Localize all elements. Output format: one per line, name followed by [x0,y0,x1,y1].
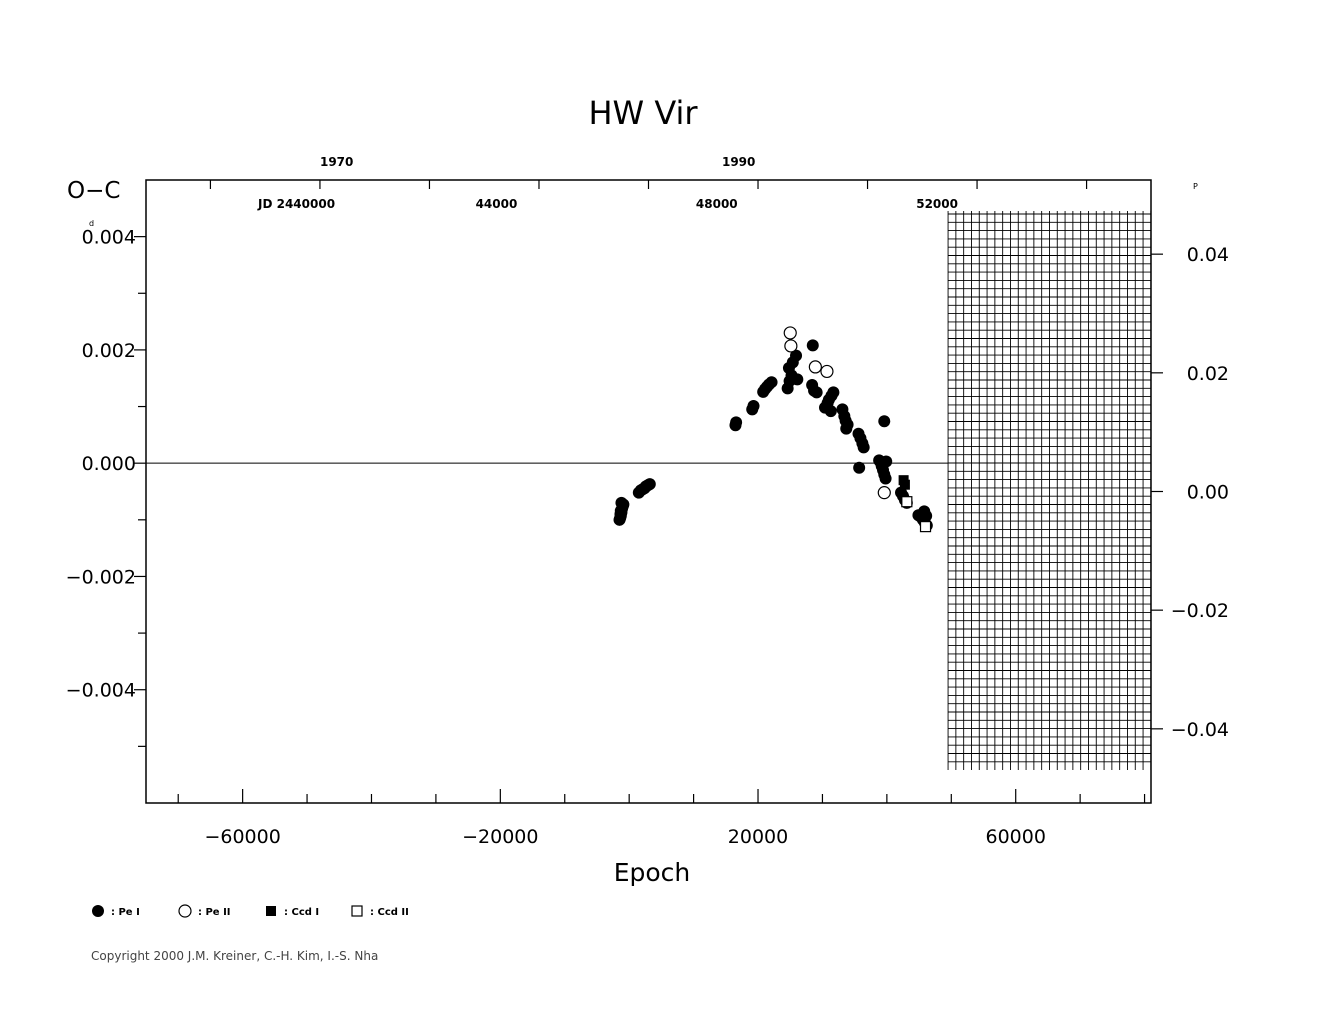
data-point-pe-i [615,496,628,509]
y2-tick-label: 0.00 [1187,482,1229,504]
legend-marker-filled-square [266,906,276,916]
legend: : Pe I : Pe II : Ccd I : Ccd II [92,904,409,918]
data-point-pe-i [879,472,892,485]
data-point-pe-i [853,461,866,474]
data-point-pe-i [730,416,743,429]
top-year-label: 1990 [722,155,755,169]
data-point-pe-i [840,422,853,435]
data-point-pe-ii [877,486,891,500]
legend-marker-open-square [351,905,363,917]
x-tick-label: 60000 [985,826,1045,848]
top-year-label: 1970 [320,155,353,169]
data-point-pe-i [643,478,656,491]
chart-title: HW Vir [588,94,698,132]
grid-region [947,211,1152,770]
data-point-pe-ii [820,364,834,379]
top-jd-prefix: JD 2440000 [257,197,335,211]
data-point-pe-i [918,505,931,518]
data-point-pe-i [810,386,823,399]
data-point-pe-i [806,339,819,352]
data-point-pe-i [790,349,803,362]
top-jd-label: 48000 [696,197,738,211]
x-tick-label: 20000 [728,826,788,848]
data-point-pe-ii [783,326,797,340]
y-tick-label: 0.004 [82,227,136,249]
x-axis-label: Epoch [614,858,691,887]
data-point-ccd-ii [919,521,932,533]
y2-tick-label: 0.04 [1187,244,1229,266]
y2-tick-label: 0.02 [1187,363,1229,385]
data-markers [613,326,933,533]
axes: −60000 −20000 20000 60000 1970 1990 44000 48000… [66,155,1229,848]
top-jd-label: 44000 [476,197,518,211]
data-point-pe-i [765,376,778,389]
y-axis-unit: d [89,219,94,228]
data-point-pe-ii [808,360,822,374]
y2-axis-unit: P [1193,182,1198,191]
data-point-pe-i [824,405,837,418]
x-tick-label: −20000 [462,826,538,848]
legend-label: : Ccd II [370,907,409,918]
y2-tick-label: −0.04 [1171,719,1229,741]
copyright-notice: Copyright 2000 J.M. Kreiner, C.-H. Kim, … [91,949,379,963]
data-point-pe-i [791,373,804,386]
top-jd-label: 52000 [916,197,958,211]
legend-marker-filled-circle [92,905,104,917]
legend-label: : Pe I [111,907,140,918]
data-point-pe-ii [784,339,798,353]
data-point-ccd-ii [901,496,913,508]
y-tick-label: 0.002 [82,340,136,362]
data-point-ccd-i [899,479,910,490]
y-tick-label: 0.000 [82,453,136,475]
data-point-pe-i [880,455,893,468]
legend-label: : Pe II [198,907,231,918]
x-tick-label: −60000 [204,826,280,848]
y-tick-label: −0.002 [66,566,136,588]
legend-label: : Ccd I [284,907,319,918]
y-tick-label: −0.004 [66,680,136,702]
y2-tick-label: −0.02 [1171,600,1229,622]
data-point-pe-i [857,441,870,454]
data-point-pe-i [747,399,760,412]
data-point-pe-i [827,386,840,399]
y-axis-label: O−C [67,178,120,204]
legend-marker-open-circle [178,904,192,918]
data-point-pe-i [878,415,891,428]
